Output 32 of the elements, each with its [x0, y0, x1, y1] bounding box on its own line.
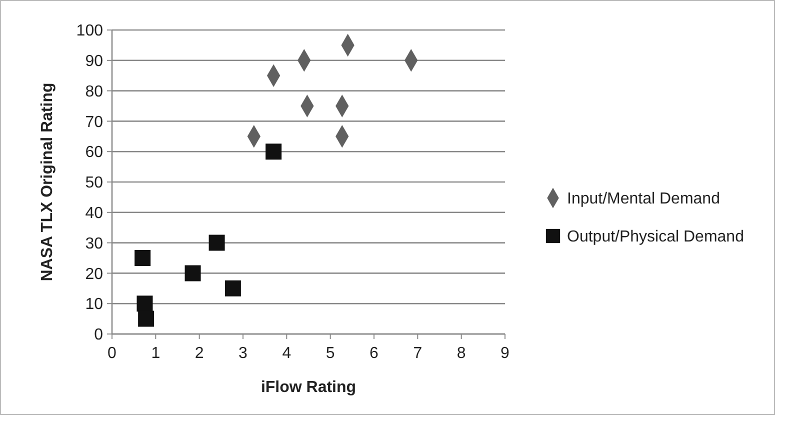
- x-tick-label: 7: [413, 345, 422, 362]
- point: [136, 296, 153, 312]
- y-tick-label: 20: [85, 266, 104, 283]
- x-tick-label: 1: [151, 345, 160, 362]
- x-tick-label: 3: [238, 345, 248, 362]
- point: [224, 280, 241, 296]
- x-tick-label: 9: [500, 345, 510, 362]
- y-tick-label: 40: [85, 205, 104, 222]
- point: [138, 310, 154, 327]
- y-tick-label: 0: [94, 326, 104, 344]
- y-tick-label: 30: [85, 235, 104, 252]
- y-tick-label: 50: [85, 174, 104, 192]
- y-tick-label: 60: [85, 144, 104, 162]
- x-tick-label: 6: [370, 345, 379, 362]
- legend-label: Input/Mental Demand: [567, 190, 720, 208]
- point: [266, 144, 282, 160]
- y-tick-label: 80: [85, 83, 104, 100]
- y-axis-title: NASA TLX Original Rating: [39, 82, 56, 282]
- y-tick-label: 70: [85, 114, 104, 131]
- y-tick-label: 90: [85, 53, 104, 70]
- x-tick-label: 4: [282, 345, 292, 362]
- x-axis-title: iFlow Rating: [260, 379, 356, 396]
- x-tick-label: 0: [108, 345, 117, 362]
- point: [184, 265, 201, 282]
- x-tick-label: 5: [326, 345, 335, 362]
- point: [208, 234, 225, 251]
- y-tick-label: 10: [85, 296, 104, 314]
- x-tick-label: 2: [194, 345, 204, 362]
- y-tick-label: 100: [76, 22, 104, 40]
- x-tick-label: 8: [456, 345, 466, 362]
- point: [134, 250, 151, 266]
- legend-label: Output/Physical Demand: [567, 228, 744, 246]
